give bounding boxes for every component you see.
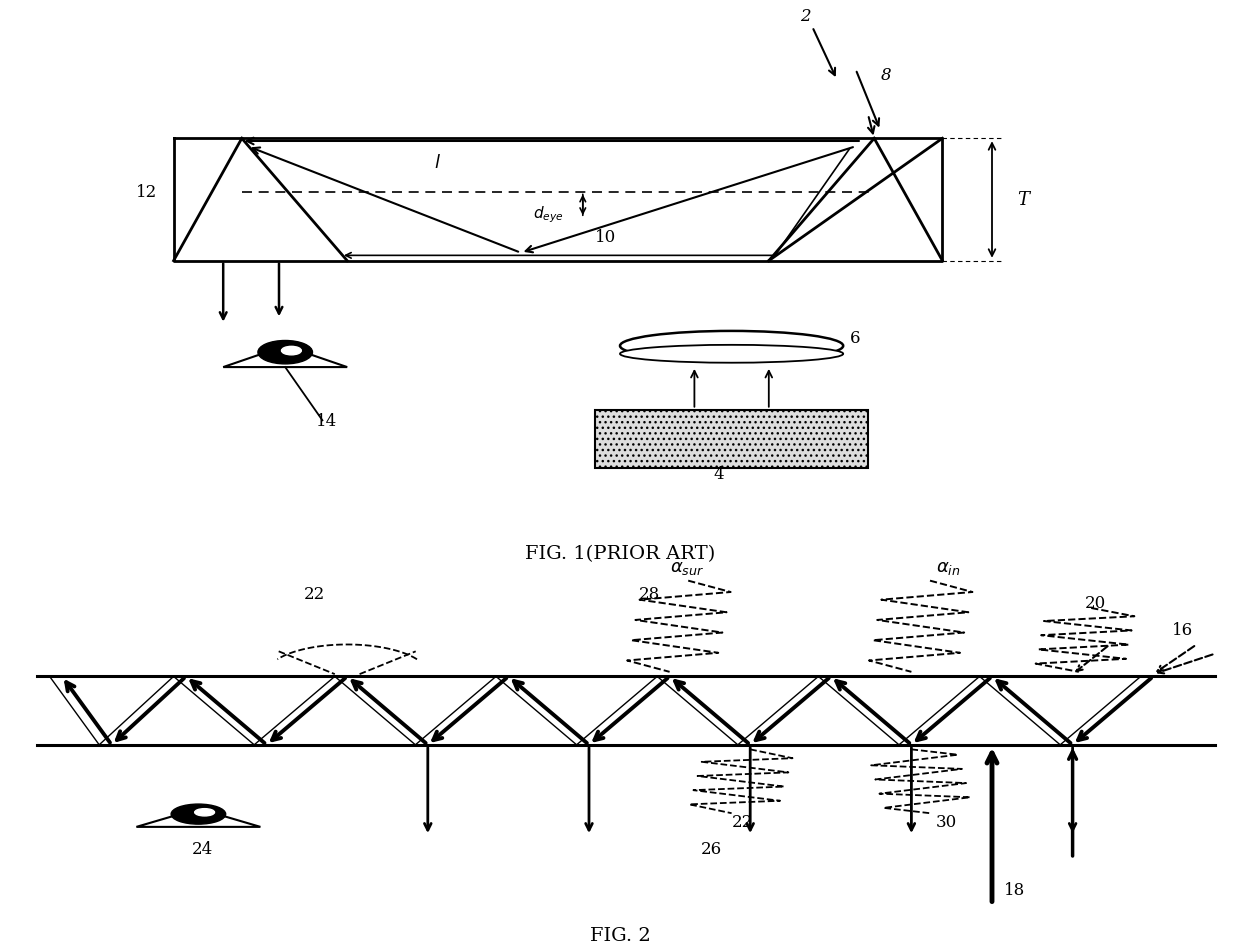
Text: 22: 22 bbox=[732, 814, 753, 831]
Text: 22: 22 bbox=[304, 586, 325, 603]
Text: 14: 14 bbox=[316, 412, 337, 429]
Circle shape bbox=[171, 804, 226, 825]
Text: 24: 24 bbox=[192, 842, 213, 858]
Circle shape bbox=[195, 808, 215, 816]
Text: 8: 8 bbox=[880, 66, 892, 84]
Text: 4: 4 bbox=[713, 466, 724, 483]
Text: 10: 10 bbox=[595, 229, 616, 246]
Text: 6: 6 bbox=[849, 331, 859, 347]
Text: T: T bbox=[1017, 191, 1029, 209]
Circle shape bbox=[258, 340, 312, 364]
Text: 20: 20 bbox=[1085, 595, 1106, 612]
Text: 28: 28 bbox=[639, 586, 660, 603]
Text: $d_{eye}$: $d_{eye}$ bbox=[533, 204, 564, 225]
Ellipse shape bbox=[620, 331, 843, 361]
Text: 18: 18 bbox=[1004, 883, 1025, 900]
Text: FIG. 1(PRIOR ART): FIG. 1(PRIOR ART) bbox=[525, 544, 715, 562]
Text: $\alpha_{in}$: $\alpha_{in}$ bbox=[936, 559, 961, 577]
Text: 26: 26 bbox=[701, 842, 722, 858]
Ellipse shape bbox=[620, 345, 843, 363]
Text: 30: 30 bbox=[936, 814, 957, 831]
Text: 2: 2 bbox=[800, 9, 811, 26]
Circle shape bbox=[281, 347, 301, 355]
Text: FIG. 2: FIG. 2 bbox=[590, 927, 650, 945]
Text: $\alpha_{sur}$: $\alpha_{sur}$ bbox=[670, 559, 704, 577]
Text: 12: 12 bbox=[136, 184, 157, 200]
Text: $l$: $l$ bbox=[434, 154, 441, 172]
Bar bbox=[595, 409, 868, 468]
Text: 16: 16 bbox=[1172, 622, 1193, 639]
